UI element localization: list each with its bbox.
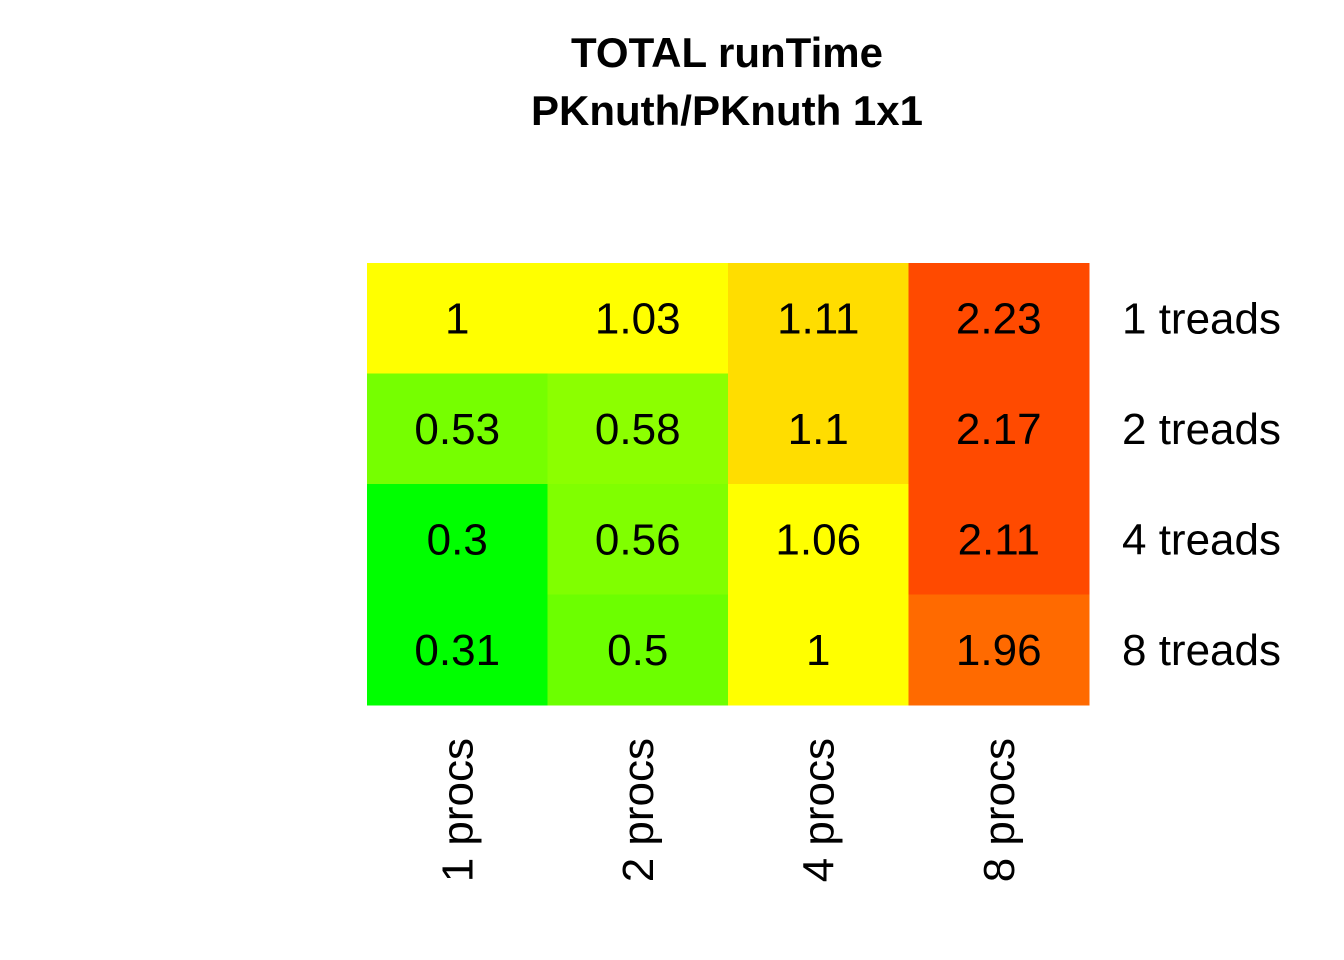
heatmap-cell (547, 594, 729, 706)
heatmap-cell (908, 373, 1090, 485)
cell-label: 0.56 (595, 515, 681, 564)
y-tick-label: 4 treads (1122, 515, 1281, 564)
heatmap-cell (728, 263, 909, 374)
y-tick-label: 1 treads (1122, 294, 1281, 343)
heatmap-cell (728, 594, 909, 706)
chart-title: TOTAL runTime (571, 29, 883, 76)
cell-label: 1 (445, 294, 469, 343)
cell-label: 2.23 (956, 294, 1042, 343)
heatmap-cell (367, 373, 548, 485)
x-tick-label: 8 procs (975, 738, 1024, 882)
heatmap-cell (547, 263, 729, 374)
heatmap-cell (367, 263, 548, 374)
heatmap-cell (367, 594, 548, 706)
cell-label: 1.11 (777, 294, 859, 343)
heatmap-cell (908, 263, 1090, 374)
cell-label: 1.03 (595, 294, 681, 343)
y-tick-label: 8 treads (1122, 626, 1281, 675)
cell-label: 1.06 (775, 515, 861, 564)
heatmap-cell (547, 373, 729, 485)
cell-label: 2.17 (956, 405, 1042, 454)
cell-label: 2.11 (958, 515, 1040, 564)
heatmap-cell (728, 484, 909, 595)
cell-label: 1.96 (956, 626, 1042, 675)
cell-label: 0.31 (414, 626, 500, 675)
heatmap-cell (908, 484, 1090, 595)
y-tick-label: 2 treads (1122, 405, 1281, 454)
cell-label: 0.58 (595, 405, 681, 454)
cell-label: 1 (806, 626, 830, 675)
chart-subtitle: PKnuth/PKnuth 1x1 (531, 87, 923, 134)
heatmap-cell (728, 373, 909, 485)
x-tick-label: 4 procs (794, 738, 843, 882)
cell-label: 1.1 (788, 405, 849, 454)
cell-label: 0.5 (607, 626, 668, 675)
heatmap-cell (367, 484, 548, 595)
cell-label: 0.53 (414, 405, 500, 454)
heatmap-cell (547, 484, 729, 595)
x-tick-label: 1 procs (433, 738, 482, 882)
cell-label: 0.3 (427, 515, 488, 564)
x-tick-label: 2 procs (614, 738, 663, 882)
heatmap-cell (908, 594, 1090, 706)
